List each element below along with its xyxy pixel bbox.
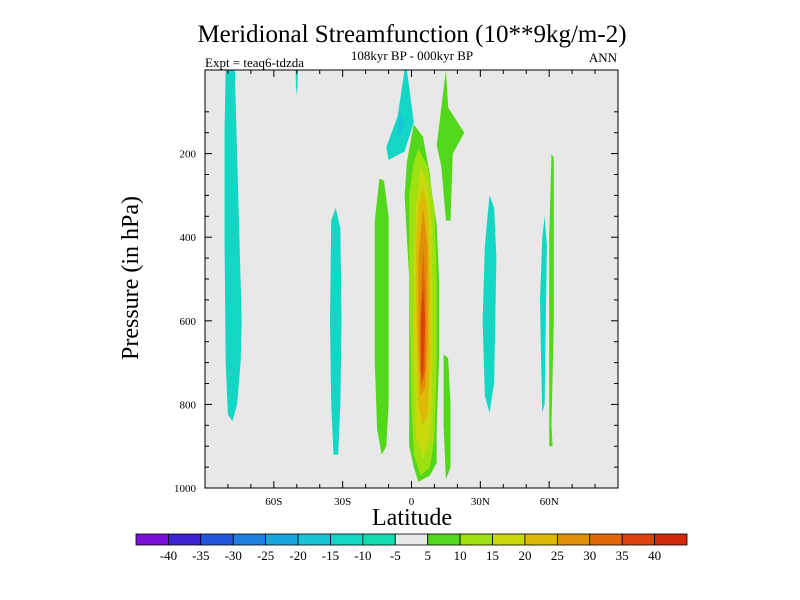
x-tick-label: 0 [409,496,415,508]
colorbar-swatch [621,533,655,546]
y-tick-label: 400 [180,232,197,244]
colorbar-swatch [168,533,202,546]
colorbar-label: -25 [257,548,274,563]
contour-south-polar-negative-band [224,70,242,422]
y-tick-label: 600 [180,316,197,328]
colorbar-swatch [654,533,688,546]
colorbar-label: -5 [390,548,401,563]
contour-nh-60n-negative-band [540,216,547,413]
chart-subtitle: 108kyr BP - 000kyr BP [351,48,473,63]
colorbar-label: 25 [551,548,564,563]
contour-nh-30n-negative-cell [482,195,497,413]
colorbar-swatch [589,533,623,546]
colorbar-swatch [459,533,493,546]
contour-equatorial-level-35 [420,287,426,380]
x-axis-title: Latitude [372,505,452,531]
contour-small-upper-negative-cell [295,70,298,96]
colorbar-swatch [556,533,591,546]
colorbar-label: -40 [160,548,177,563]
y-axis: 200 400 600 800 1000 [174,111,618,495]
x-axis: 60S 30S 0 30N 60N [204,70,619,508]
colorbar-swatch [330,533,364,546]
x-tick-label: 60S [265,496,282,508]
colorbar-swatch [232,533,267,546]
x-tick-label: 30N [471,496,490,508]
x-tick-label: 60N [540,496,559,508]
colorbar-label: -30 [225,548,242,563]
colorbar-label: -35 [192,548,209,563]
colorbar-swatch [394,533,429,546]
colorbar-label: 10 [454,548,467,563]
colorbar-label: 5 [424,548,431,563]
colorbar-swatch [135,533,169,546]
contour-nh-upper-positive-lobe [436,70,465,221]
colorbar-swatch [297,533,331,546]
colorbar-label: 40 [648,548,661,563]
colorbar: -40 -35 -30 -25 -20 -15 -10 -5 5 10 15 20 25 30 35 40 [135,533,688,563]
contour-upper-equatorial-deeper-cell [397,111,405,135]
colorbar-label: 15 [486,548,499,563]
colorbar-swatch [200,533,234,546]
colorbar-label: -20 [289,548,306,563]
colorbar-swatch [362,533,396,546]
contour-nh-lower-positive-lobe [443,354,451,480]
contour-equatorial-positive-west-lobe [374,178,389,455]
chart-title: Meridional Streamfunction (10**9kg/m-2) [197,21,626,48]
contour-nh-60n-positive-band [549,153,554,447]
x-tick-label: 30S [334,496,351,508]
colorbar-swatch [265,533,299,546]
season-label: ANN [589,50,618,65]
y-tick-label: 800 [180,399,197,411]
contour-mid-south-negative-cell [330,207,342,455]
colorbar-swatch [524,533,558,546]
colorbar-swatch [427,533,461,546]
colorbar-label: 35 [616,548,629,563]
colorbar-label: 30 [583,548,596,563]
contour-regions [224,70,554,482]
colorbar-label: -15 [322,548,339,563]
y-axis-title: Pressure (in hPa) [118,196,144,360]
y-tick-label: 200 [180,149,197,161]
colorbar-label: 20 [518,548,531,563]
experiment-label: Expt = teaq6-tdzda [205,55,304,70]
colorbar-label: -10 [354,548,371,563]
colorbar-swatch [492,533,526,546]
y-tick-label: 1000 [174,483,197,495]
